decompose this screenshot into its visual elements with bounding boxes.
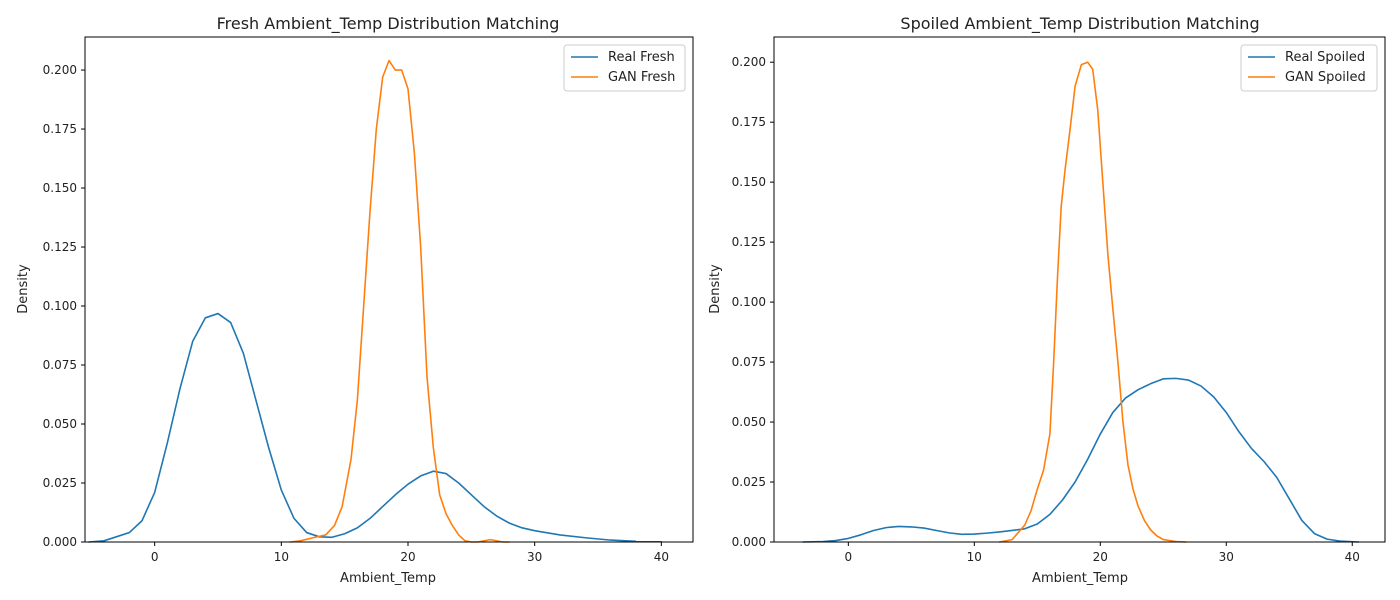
chart-title: Spoiled Ambient_Temp Distribution Matchi… [900,14,1259,34]
x-tick-label: 0 [845,550,853,564]
y-tick-label: 0.125 [43,240,77,254]
y-tick-label: 0.025 [732,475,766,489]
series-line-real-fresh [88,312,663,543]
y-tick-label: 0.200 [43,63,77,77]
legend-entry-label: Real Fresh [608,50,675,65]
plot-frame [84,36,694,543]
x-tick-label: 40 [1345,550,1360,564]
y-tick-label: 0.150 [43,181,77,195]
spoiled-distribution-panel: Spoiled Ambient_Temp Distribution Matchi… [708,14,1386,586]
x-tick-label: 20 [400,550,415,564]
x-tick-label: 10 [274,550,289,564]
fresh-distribution-panel: Fresh Ambient_Temp Distribution Matching… [16,14,694,586]
y-tick-label: 0.050 [43,417,77,431]
legend: Real Spoiled GAN Spoiled [1240,44,1378,92]
x-tick-label: 40 [654,550,669,564]
y-tick-label: 0.050 [732,415,766,429]
x-tick-label: 0 [151,550,159,564]
series-line-gan-fresh [289,59,511,543]
x-tick-label: 20 [1093,550,1108,564]
y-tick-label: 0.000 [732,535,766,549]
y-tick-label: 0.000 [43,535,77,549]
y-tick-label: 0.100 [732,295,766,309]
y-tick-label: 0.075 [43,358,77,372]
legend-entry-label: GAN Spoiled [1285,70,1366,85]
y-tick-label: 0.025 [43,476,77,490]
chart-title: Fresh Ambient_Temp Distribution Matching [217,14,560,34]
x-axis-label: Ambient_Temp [1032,571,1128,586]
y-axis-label: Density [16,264,31,314]
legend-entry-label: Real Spoiled [1285,50,1365,65]
y-tick-label: 0.075 [732,355,766,369]
x-axis-label: Ambient_Temp [340,571,436,586]
y-tick-label: 0.175 [732,115,766,129]
y-tick-label: 0.200 [732,55,766,69]
x-tick-label: 30 [527,550,542,564]
series-line-real-spoiled [802,377,1360,543]
y-tick-label: 0.100 [43,299,77,313]
y-axis-label: Density [708,264,723,314]
x-tick-label: 10 [967,550,982,564]
legend: Real Fresh GAN Fresh [563,44,686,92]
legend-entry-label: GAN Fresh [608,70,675,85]
series-line-gan-spoiled [998,61,1187,543]
y-tick-label: 0.125 [732,235,766,249]
x-tick-label: 30 [1219,550,1234,564]
plot-frame [773,36,1386,543]
y-tick-label: 0.175 [43,122,77,136]
y-tick-label: 0.150 [732,175,766,189]
